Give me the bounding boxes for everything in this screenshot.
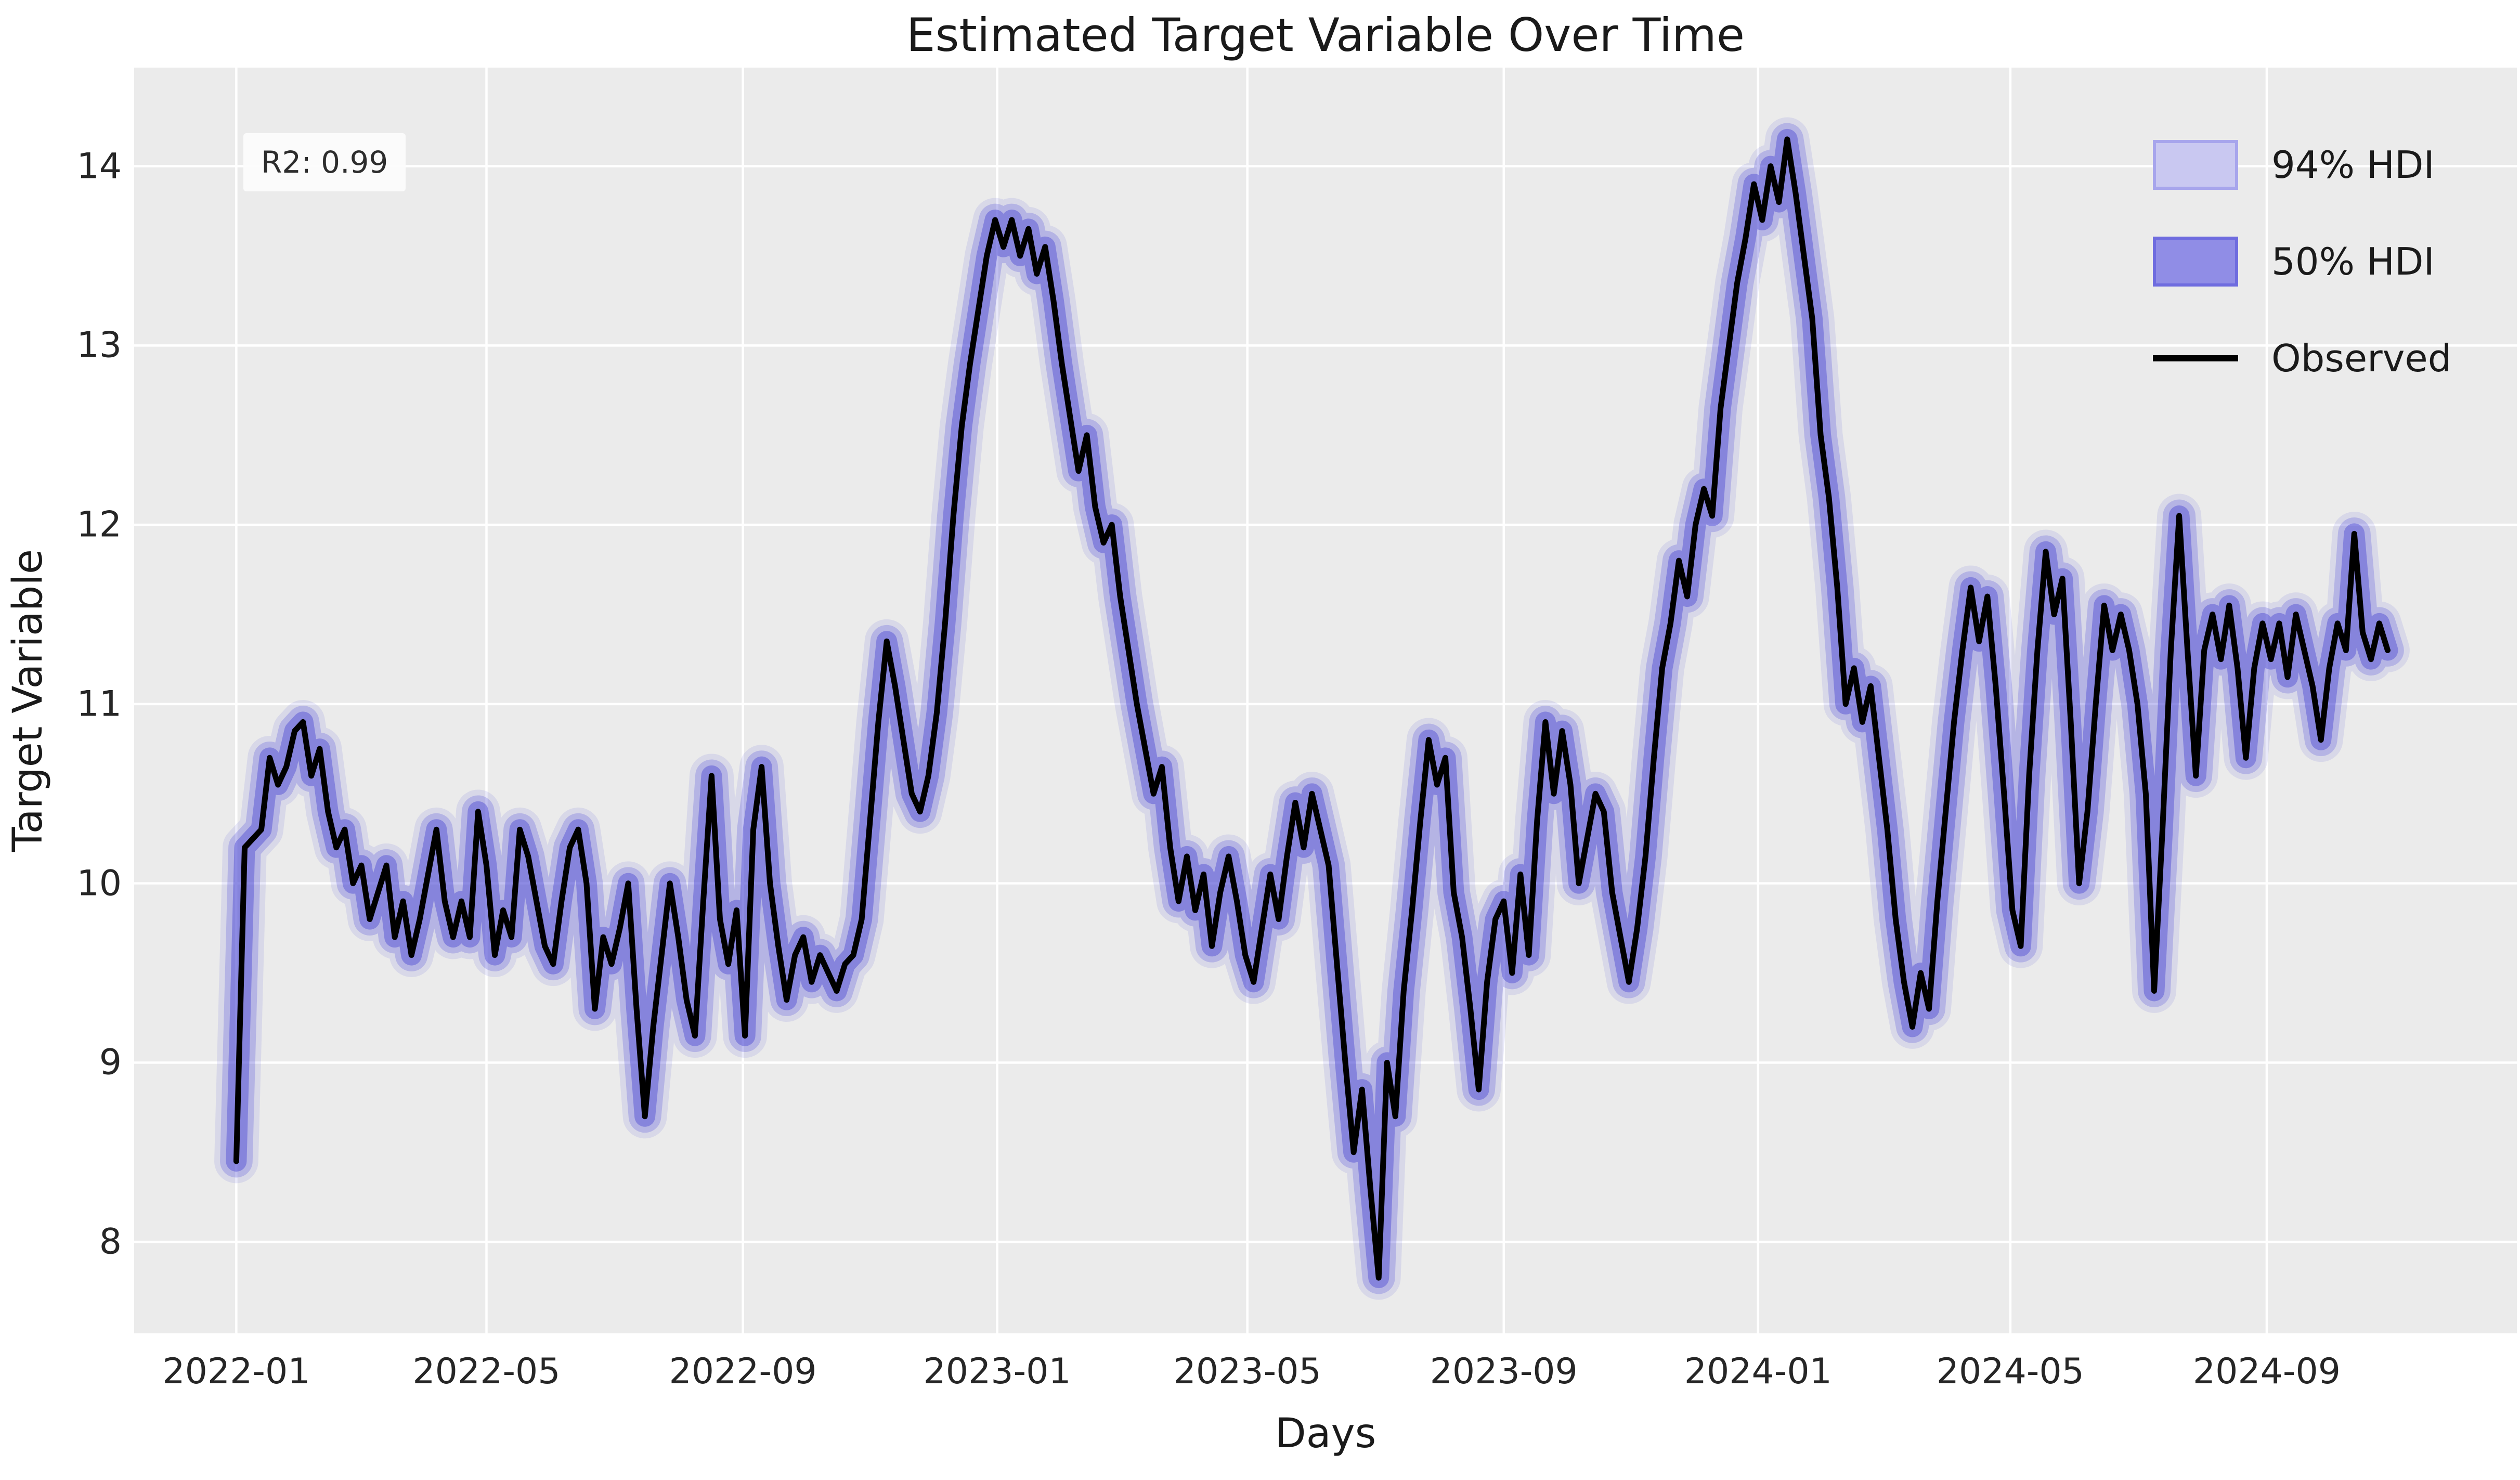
x-tick-label: 2024-05 (1936, 1351, 2084, 1392)
chart-title: Estimated Target Variable Over Time (906, 8, 1745, 62)
x-tick-label: 2022-01 (162, 1351, 310, 1392)
legend-entry: Observed (2153, 324, 2451, 392)
x-tick-label: 2022-05 (412, 1351, 561, 1392)
x-axis-label: Days (1275, 1410, 1376, 1457)
legend-patch-swatch (2153, 140, 2238, 190)
y-tick-label: 12 (76, 504, 122, 546)
x-tick-label: 2023-09 (1430, 1351, 1578, 1392)
x-tick-label: 2023-01 (923, 1351, 1071, 1392)
x-tick-label: 2022-09 (669, 1351, 817, 1392)
r2-annotation: R2: 0.99 (243, 133, 406, 191)
x-tick-label: 2024-09 (2192, 1351, 2341, 1392)
y-axis-label: Target Variable (5, 549, 51, 852)
y-tick-label: 11 (76, 683, 122, 725)
legend-entry: 94% HDI (2153, 131, 2451, 199)
legend-entry: 50% HDI (2153, 228, 2451, 295)
legend-patch-swatch (2153, 237, 2238, 287)
y-tick-label: 9 (99, 1042, 122, 1083)
legend-label: 50% HDI (2271, 240, 2435, 283)
legend-label: Observed (2271, 336, 2452, 380)
plot-background (134, 68, 2517, 1333)
legend: 94% HDI 50% HDI Observed (2153, 131, 2451, 392)
y-tick-label: 10 (76, 863, 122, 904)
legend-line-swatch (2153, 355, 2238, 361)
x-tick-label: 2023-05 (1173, 1351, 1321, 1392)
y-tick-label: 13 (76, 324, 122, 366)
y-tick-label: 14 (76, 146, 122, 187)
x-tick-label: 2024-01 (1684, 1351, 1832, 1392)
y-tick-label: 8 (99, 1221, 122, 1263)
observed-line (233, 136, 2391, 1281)
legend-label: 94% HDI (2271, 143, 2435, 187)
